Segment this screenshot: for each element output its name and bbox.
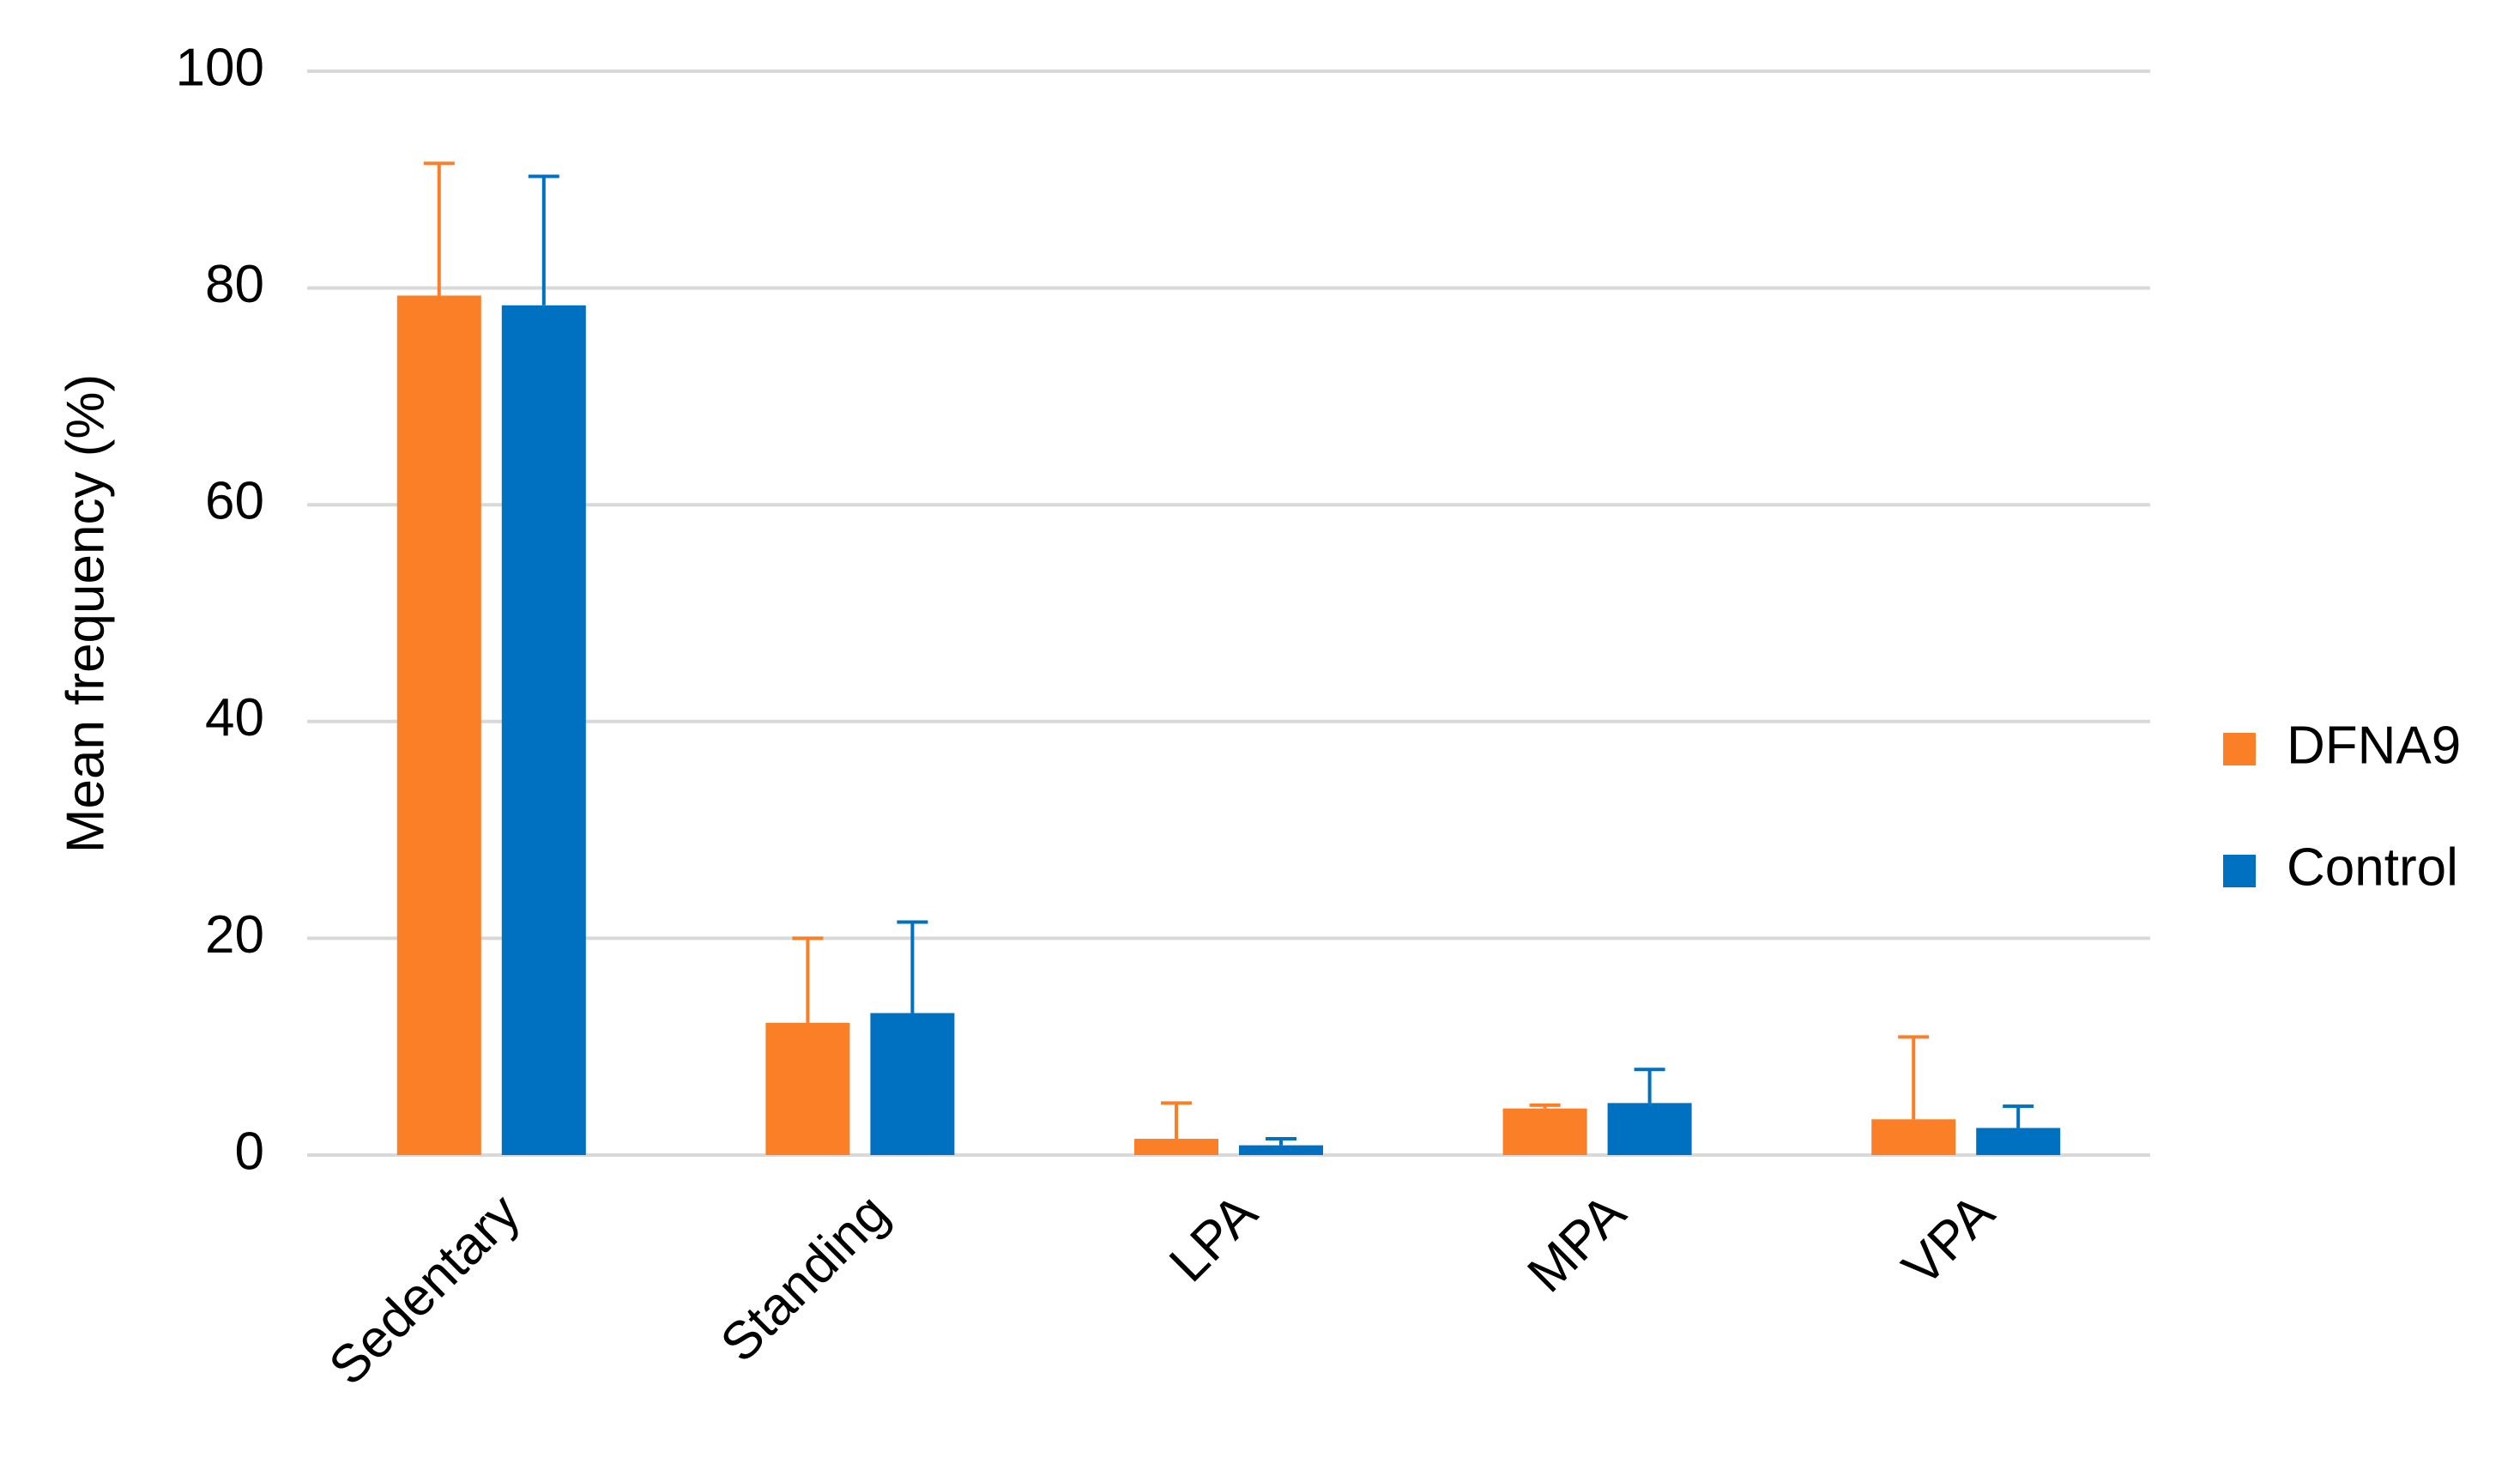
- bar: [396, 295, 481, 1155]
- legend-swatch: [2223, 855, 2256, 887]
- error-bar: [2003, 1104, 2034, 1128]
- y-tick-label: 80: [205, 255, 264, 314]
- bar: [1607, 1103, 1692, 1155]
- error-bar: [528, 174, 559, 305]
- y-tick-label: 40: [205, 688, 264, 747]
- bar: [1871, 1119, 1956, 1155]
- error-bar: [1529, 1103, 1561, 1109]
- legend-label: DFNA9: [2287, 716, 2461, 775]
- y-tick-label: 0: [235, 1122, 264, 1181]
- bar: [501, 305, 586, 1156]
- x-tick-label: Standing: [710, 1183, 900, 1374]
- bar: [765, 1022, 850, 1155]
- bar: [1976, 1128, 2061, 1155]
- error-bar: [792, 936, 824, 1023]
- x-tick-label: VPA: [1891, 1183, 2006, 1298]
- error-bar: [1161, 1101, 1192, 1140]
- bar: [870, 1013, 955, 1155]
- bar: [1134, 1139, 1218, 1155]
- legend-swatch: [2223, 733, 2256, 765]
- bar: [1502, 1108, 1587, 1155]
- x-tick-label: MPA: [1517, 1183, 1638, 1304]
- error-bar: [1634, 1068, 1665, 1104]
- y-tick-label: 60: [205, 472, 264, 531]
- x-tick-label: Sedentary: [318, 1183, 532, 1397]
- legend-label: Control: [2287, 838, 2458, 897]
- error-bar: [897, 920, 928, 1013]
- x-tick-label: LPA: [1158, 1183, 1269, 1293]
- error-bar: [1898, 1035, 1930, 1120]
- error-bar: [1266, 1137, 1296, 1146]
- y-tick-label: 100: [176, 38, 264, 97]
- y-tick-label: 20: [205, 905, 264, 965]
- bar: [1239, 1145, 1323, 1155]
- y-axis-label: Mean frequency (%): [56, 374, 115, 853]
- error-bar: [423, 161, 455, 296]
